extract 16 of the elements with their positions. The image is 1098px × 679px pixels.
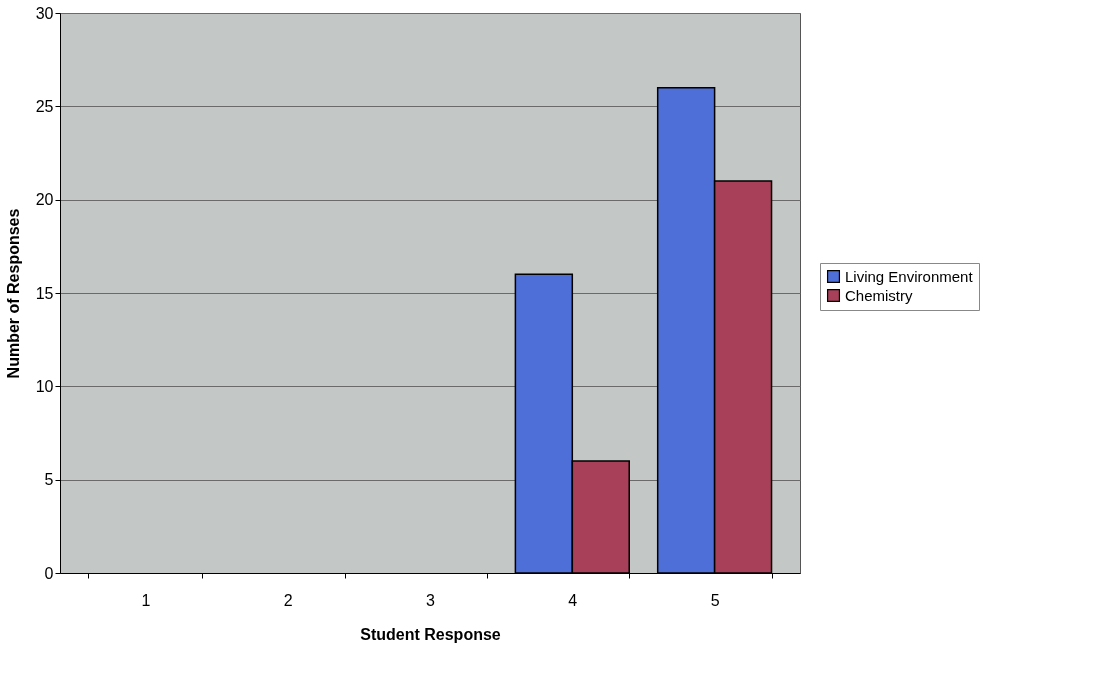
x-tick-label: 3 bbox=[426, 591, 436, 609]
y-tick-label: 5 bbox=[44, 471, 54, 489]
x-tick-label: 2 bbox=[283, 591, 293, 609]
x-axis-title: Student Response bbox=[360, 625, 501, 643]
y-tick-label: 20 bbox=[35, 191, 54, 209]
y-tick-label: 25 bbox=[35, 97, 54, 115]
y-axis-title: Number of Responses bbox=[4, 208, 22, 379]
y-tick-label: 10 bbox=[35, 377, 54, 395]
y-tick-label: 30 bbox=[35, 4, 54, 22]
y-tick-label: 0 bbox=[44, 564, 54, 582]
legend-label: Living Environment bbox=[845, 267, 974, 285]
x-tick-label: 5 bbox=[710, 591, 720, 609]
x-tick-label: 4 bbox=[568, 591, 578, 609]
x-tick-label: 1 bbox=[141, 591, 151, 609]
y-tick-label: 15 bbox=[35, 284, 54, 302]
legend-label: Chemistry bbox=[845, 286, 914, 304]
